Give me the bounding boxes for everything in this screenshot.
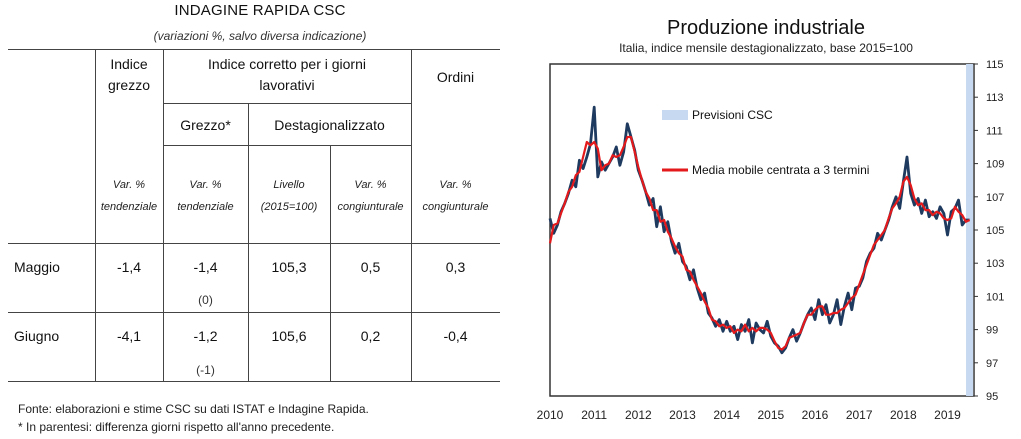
unit-line: (2015=100) <box>260 201 318 213</box>
y-tick-label: 97 <box>986 358 998 370</box>
table-title: INDAGINE RAPIDA CSC <box>174 2 346 19</box>
table-cell: 0,5 <box>360 259 381 275</box>
x-tick-label: 2011 <box>581 408 607 422</box>
unit-line: Livello <box>273 179 305 191</box>
legend-swatch-forecast <box>662 110 688 120</box>
unit-line: congiunturale <box>337 201 404 213</box>
unit-col-3: Livello (2015=100) <box>248 174 330 218</box>
x-tick-label: 2015 <box>757 408 784 422</box>
production-chart: Produzione industriale Italia, indice me… <box>537 17 1005 422</box>
header-indice-grezzo: Indice grezzo <box>95 54 163 96</box>
unit-line: Var. % <box>439 179 472 191</box>
header-grezzo: Grezzo* <box>180 117 231 133</box>
header-ordini: Ordini <box>436 69 475 85</box>
unit-col-4: Var. % congiunturale <box>330 174 411 218</box>
table-cell: 105,6 <box>271 328 307 344</box>
workday-note: (0) <box>198 293 213 307</box>
y-tick-label: 109 <box>986 159 1004 171</box>
table-cell: 0,2 <box>360 328 381 344</box>
chart-title: Produzione industriale <box>667 17 865 39</box>
unit-line: Var. % <box>189 179 222 191</box>
unit-line: tendenziale <box>177 201 234 213</box>
unit-col-2: Var. % tendenziale <box>163 174 248 218</box>
series-line-moving-average <box>548 135 971 351</box>
unit-line: congiunturale <box>422 201 489 213</box>
x-tick-label: 2013 <box>669 408 696 422</box>
table-cell: 105,3 <box>271 259 307 275</box>
table-cell: -1,4 <box>116 259 142 275</box>
table-vline-5 <box>411 49 412 382</box>
header-line: Indice <box>110 56 148 72</box>
x-tick-label: 2018 <box>890 408 917 422</box>
unit-line: Var. % <box>354 179 387 191</box>
x-tick-label: 2016 <box>802 408 829 422</box>
y-tick-label: 95 <box>986 391 998 403</box>
table-vline-1 <box>95 49 96 382</box>
y-tick-label: 105 <box>986 225 1004 237</box>
row-label-giugno: Giugno <box>14 328 60 344</box>
table-hline-corretto <box>163 103 411 104</box>
y-tick-label: 113 <box>986 92 1004 104</box>
table-hline-sub <box>163 145 411 146</box>
x-tick-label: 2010 <box>537 408 564 422</box>
header-indice-corretto: Indice corretto per i giorni lavorativi <box>163 54 411 96</box>
header-destagionalizzato: Destagionalizzato <box>274 117 385 133</box>
x-tick-label: 2014 <box>713 408 740 422</box>
y-tick-label: 107 <box>986 192 1004 204</box>
table-vline-4 <box>330 145 331 382</box>
legend-label-forecast: Previsioni CSC <box>692 108 773 122</box>
y-tick-label: 103 <box>986 258 1004 270</box>
table-row-rule <box>8 312 500 313</box>
unit-line: tendenziale <box>100 201 158 213</box>
table-bottom-rule <box>8 381 500 382</box>
unit-line: Var. % <box>112 179 146 191</box>
header-line: Indice corretto per i giorni <box>208 56 366 72</box>
table-cell: -4,1 <box>116 328 142 344</box>
y-tick-label: 99 <box>986 325 998 337</box>
unit-col-1: Var. % tendenziale <box>95 174 163 218</box>
table-cell: -0,4 <box>443 328 468 344</box>
workday-note: (-1) <box>196 363 215 377</box>
series-line-production <box>548 105 970 355</box>
table-vline-2 <box>163 49 164 382</box>
chart-subtitle: Italia, indice mensile destagionalizzato… <box>619 41 913 55</box>
forecast-band <box>966 64 974 396</box>
footnote-workdays: * In parentesi: differenza giorni rispet… <box>18 420 335 434</box>
header-line: lavorativi <box>259 77 315 93</box>
table-vline-3 <box>248 104 249 382</box>
x-tick-label: 2017 <box>846 408 873 422</box>
table-header-bottom-rule <box>8 243 500 244</box>
table-cell: -1,2 <box>193 328 218 344</box>
legend-label-moving-average: Media mobile centrata a 3 termini <box>692 163 869 177</box>
header-line: grezzo <box>107 77 151 93</box>
y-tick-label: 111 <box>986 125 1003 137</box>
y-tick-label: 115 <box>986 59 1004 71</box>
unit-col-5: Var. % congiunturale <box>411 174 500 218</box>
table-cell: 0,3 <box>445 259 466 275</box>
x-tick-label: 2012 <box>625 408 652 422</box>
footnote-source: Fonte: elaborazioni e stime CSC su dati … <box>18 402 369 416</box>
row-label-maggio: Maggio <box>14 259 60 275</box>
table-cell: -1,4 <box>193 259 218 275</box>
y-tick-label: 101 <box>986 291 1004 303</box>
x-tick-label: 2019 <box>934 408 961 422</box>
table-subtitle: (variazioni %, salvo diversa indicazione… <box>153 29 367 43</box>
table-top-rule <box>8 49 500 50</box>
